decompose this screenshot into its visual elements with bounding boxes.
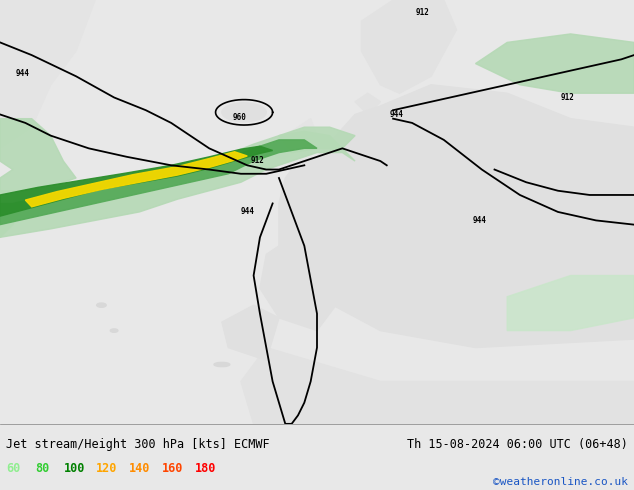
Polygon shape — [279, 85, 634, 347]
Polygon shape — [260, 246, 342, 331]
Polygon shape — [507, 275, 634, 331]
Text: 160: 160 — [162, 463, 184, 475]
Polygon shape — [0, 131, 355, 237]
Text: 944: 944 — [16, 69, 30, 78]
Text: 912: 912 — [415, 8, 429, 17]
Text: 120: 120 — [96, 463, 118, 475]
Text: 944: 944 — [472, 216, 486, 224]
Polygon shape — [0, 146, 273, 216]
Text: 912: 912 — [561, 93, 575, 101]
Text: 80: 80 — [35, 463, 49, 475]
Polygon shape — [355, 93, 380, 115]
Polygon shape — [0, 0, 95, 148]
Text: 180: 180 — [195, 463, 217, 475]
Ellipse shape — [222, 103, 266, 122]
Text: 960: 960 — [233, 113, 247, 122]
Text: 60: 60 — [6, 463, 20, 475]
Polygon shape — [361, 0, 456, 93]
Polygon shape — [241, 347, 634, 424]
Text: ©weatheronline.co.uk: ©weatheronline.co.uk — [493, 477, 628, 487]
Text: 140: 140 — [129, 463, 151, 475]
Polygon shape — [25, 152, 247, 207]
Polygon shape — [0, 140, 317, 224]
Ellipse shape — [274, 142, 290, 159]
Polygon shape — [222, 305, 279, 360]
Polygon shape — [476, 34, 634, 93]
Text: Jet stream/Height 300 hPa [kts] ECMWF: Jet stream/Height 300 hPa [kts] ECMWF — [6, 439, 270, 451]
Text: 100: 100 — [63, 463, 85, 475]
Polygon shape — [0, 119, 76, 237]
Text: 912: 912 — [250, 156, 264, 165]
Polygon shape — [279, 127, 355, 152]
Ellipse shape — [110, 329, 118, 332]
Ellipse shape — [214, 363, 230, 367]
Ellipse shape — [96, 303, 106, 307]
Polygon shape — [184, 0, 285, 93]
Polygon shape — [279, 119, 317, 170]
Text: 944: 944 — [390, 110, 404, 119]
Text: 944: 944 — [241, 207, 255, 216]
Text: Th 15-08-2024 06:00 UTC (06+48): Th 15-08-2024 06:00 UTC (06+48) — [407, 439, 628, 451]
